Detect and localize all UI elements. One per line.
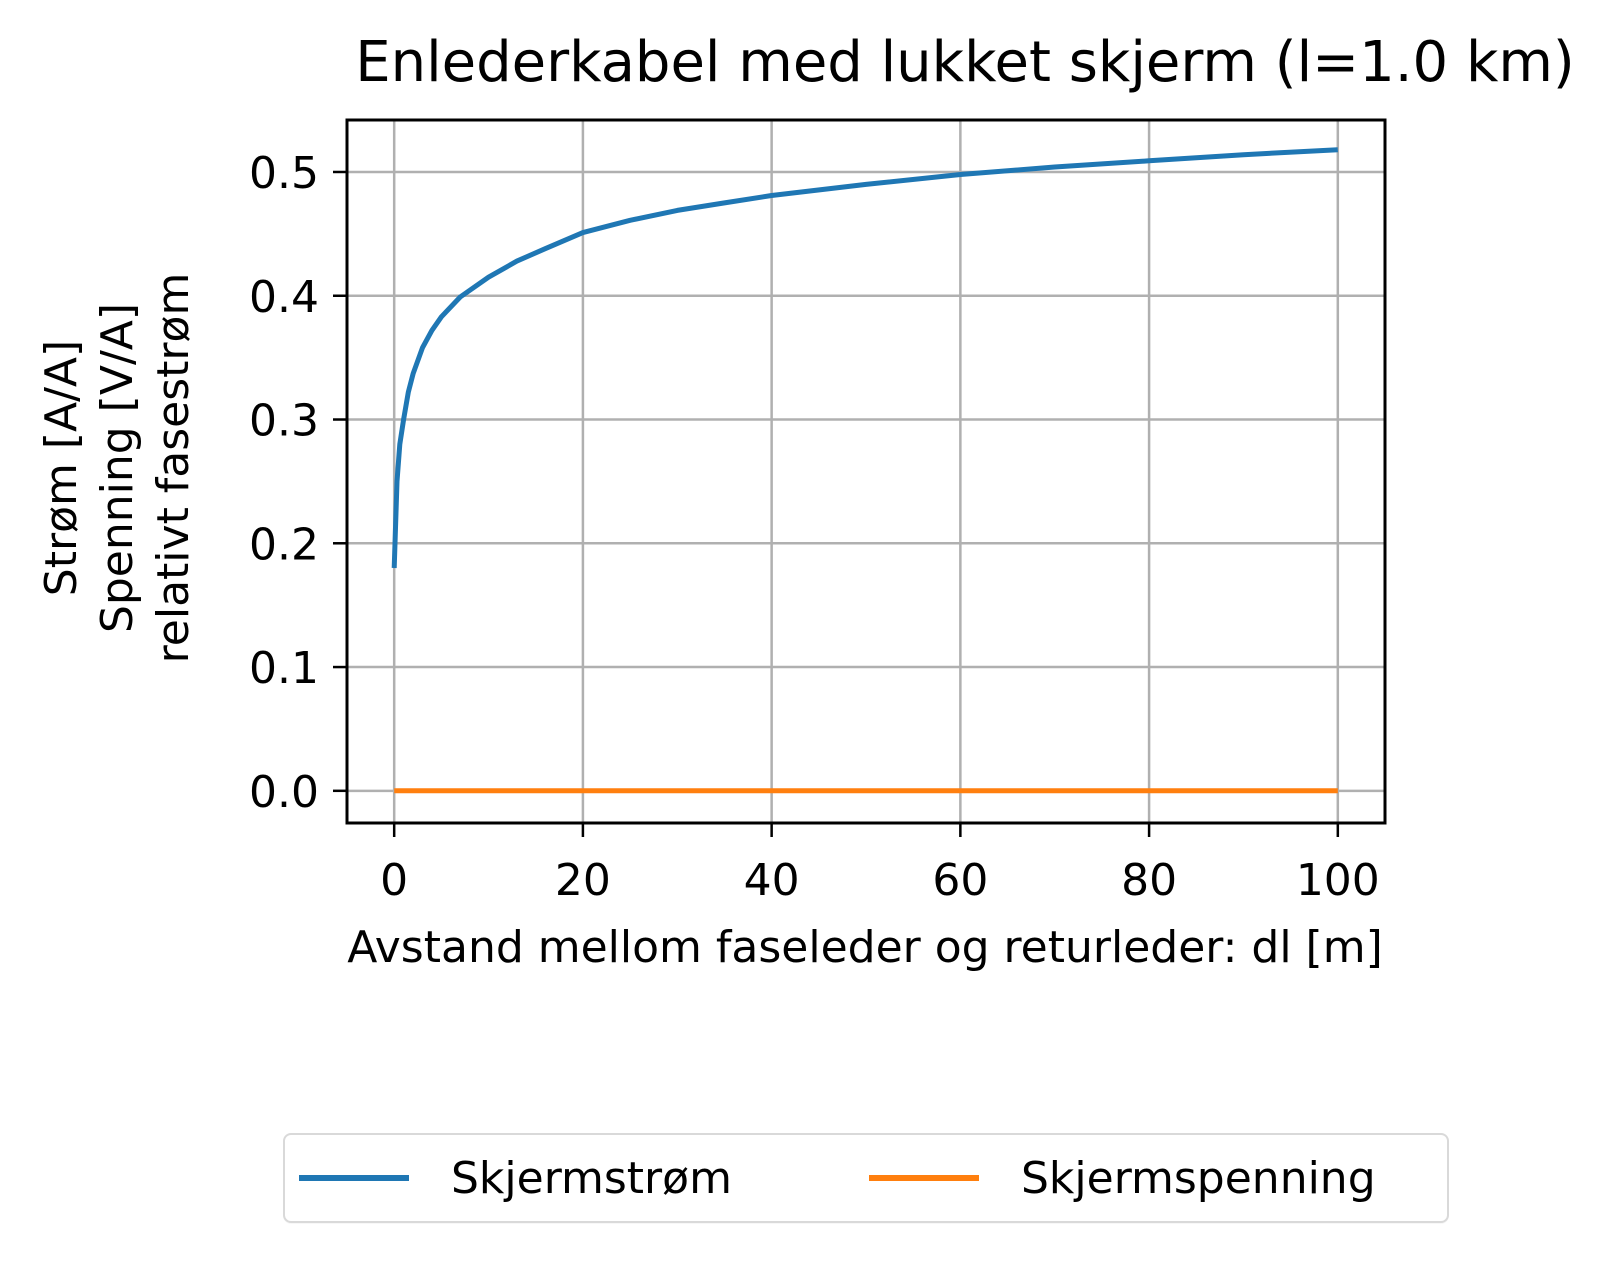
y-tick-label: 0.2 <box>249 519 319 570</box>
x-tick-label: 20 <box>555 855 611 906</box>
axis-ticks: 0 20 40 60 80 100 0.0 0.1 0.2 0.3 0.4 0.5 <box>249 148 1380 906</box>
x-axis-label: Avstand mellom faseleder og returleder: … <box>347 922 1383 973</box>
y-tick-label: 0.3 <box>249 396 319 447</box>
legend-item-skjermstrom: Skjermstrøm <box>299 1135 732 1221</box>
x-tick-label: 80 <box>1121 855 1177 906</box>
x-tick-label: 100 <box>1296 855 1380 906</box>
chart-title: Enlederkabel med lukket skjerm (l=1.0 km… <box>355 30 1575 95</box>
y-axis-label-line-3: relativt fasestrøm <box>148 272 199 664</box>
data-series <box>391 147 1338 794</box>
y-tick-label: 0.0 <box>249 767 319 818</box>
x-tick-label: 0 <box>380 855 408 906</box>
series-line <box>391 147 1338 569</box>
grid-lines <box>347 120 1385 823</box>
y-axis-label-line-1: Strøm [A/A] <box>36 339 87 597</box>
legend-label: Skjermstrøm <box>451 1152 732 1204</box>
x-tick-label: 40 <box>744 855 800 906</box>
x-tick-label: 60 <box>932 855 988 906</box>
legend-line-icon <box>869 1175 979 1181</box>
legend: Skjermstrøm Skjermspenning <box>283 1133 1449 1223</box>
y-tick-label: 0.1 <box>249 643 319 694</box>
y-axis-label-line-2: Spenning [V/A] <box>92 302 143 634</box>
legend-item-skjermspenning: Skjermspenning <box>869 1135 1376 1221</box>
legend-label: Skjermspenning <box>1021 1152 1376 1204</box>
legend-line-icon <box>299 1175 409 1181</box>
y-tick-label: 0.5 <box>249 148 319 199</box>
axes-frame <box>345 118 1387 825</box>
y-tick-label: 0.4 <box>249 272 319 323</box>
